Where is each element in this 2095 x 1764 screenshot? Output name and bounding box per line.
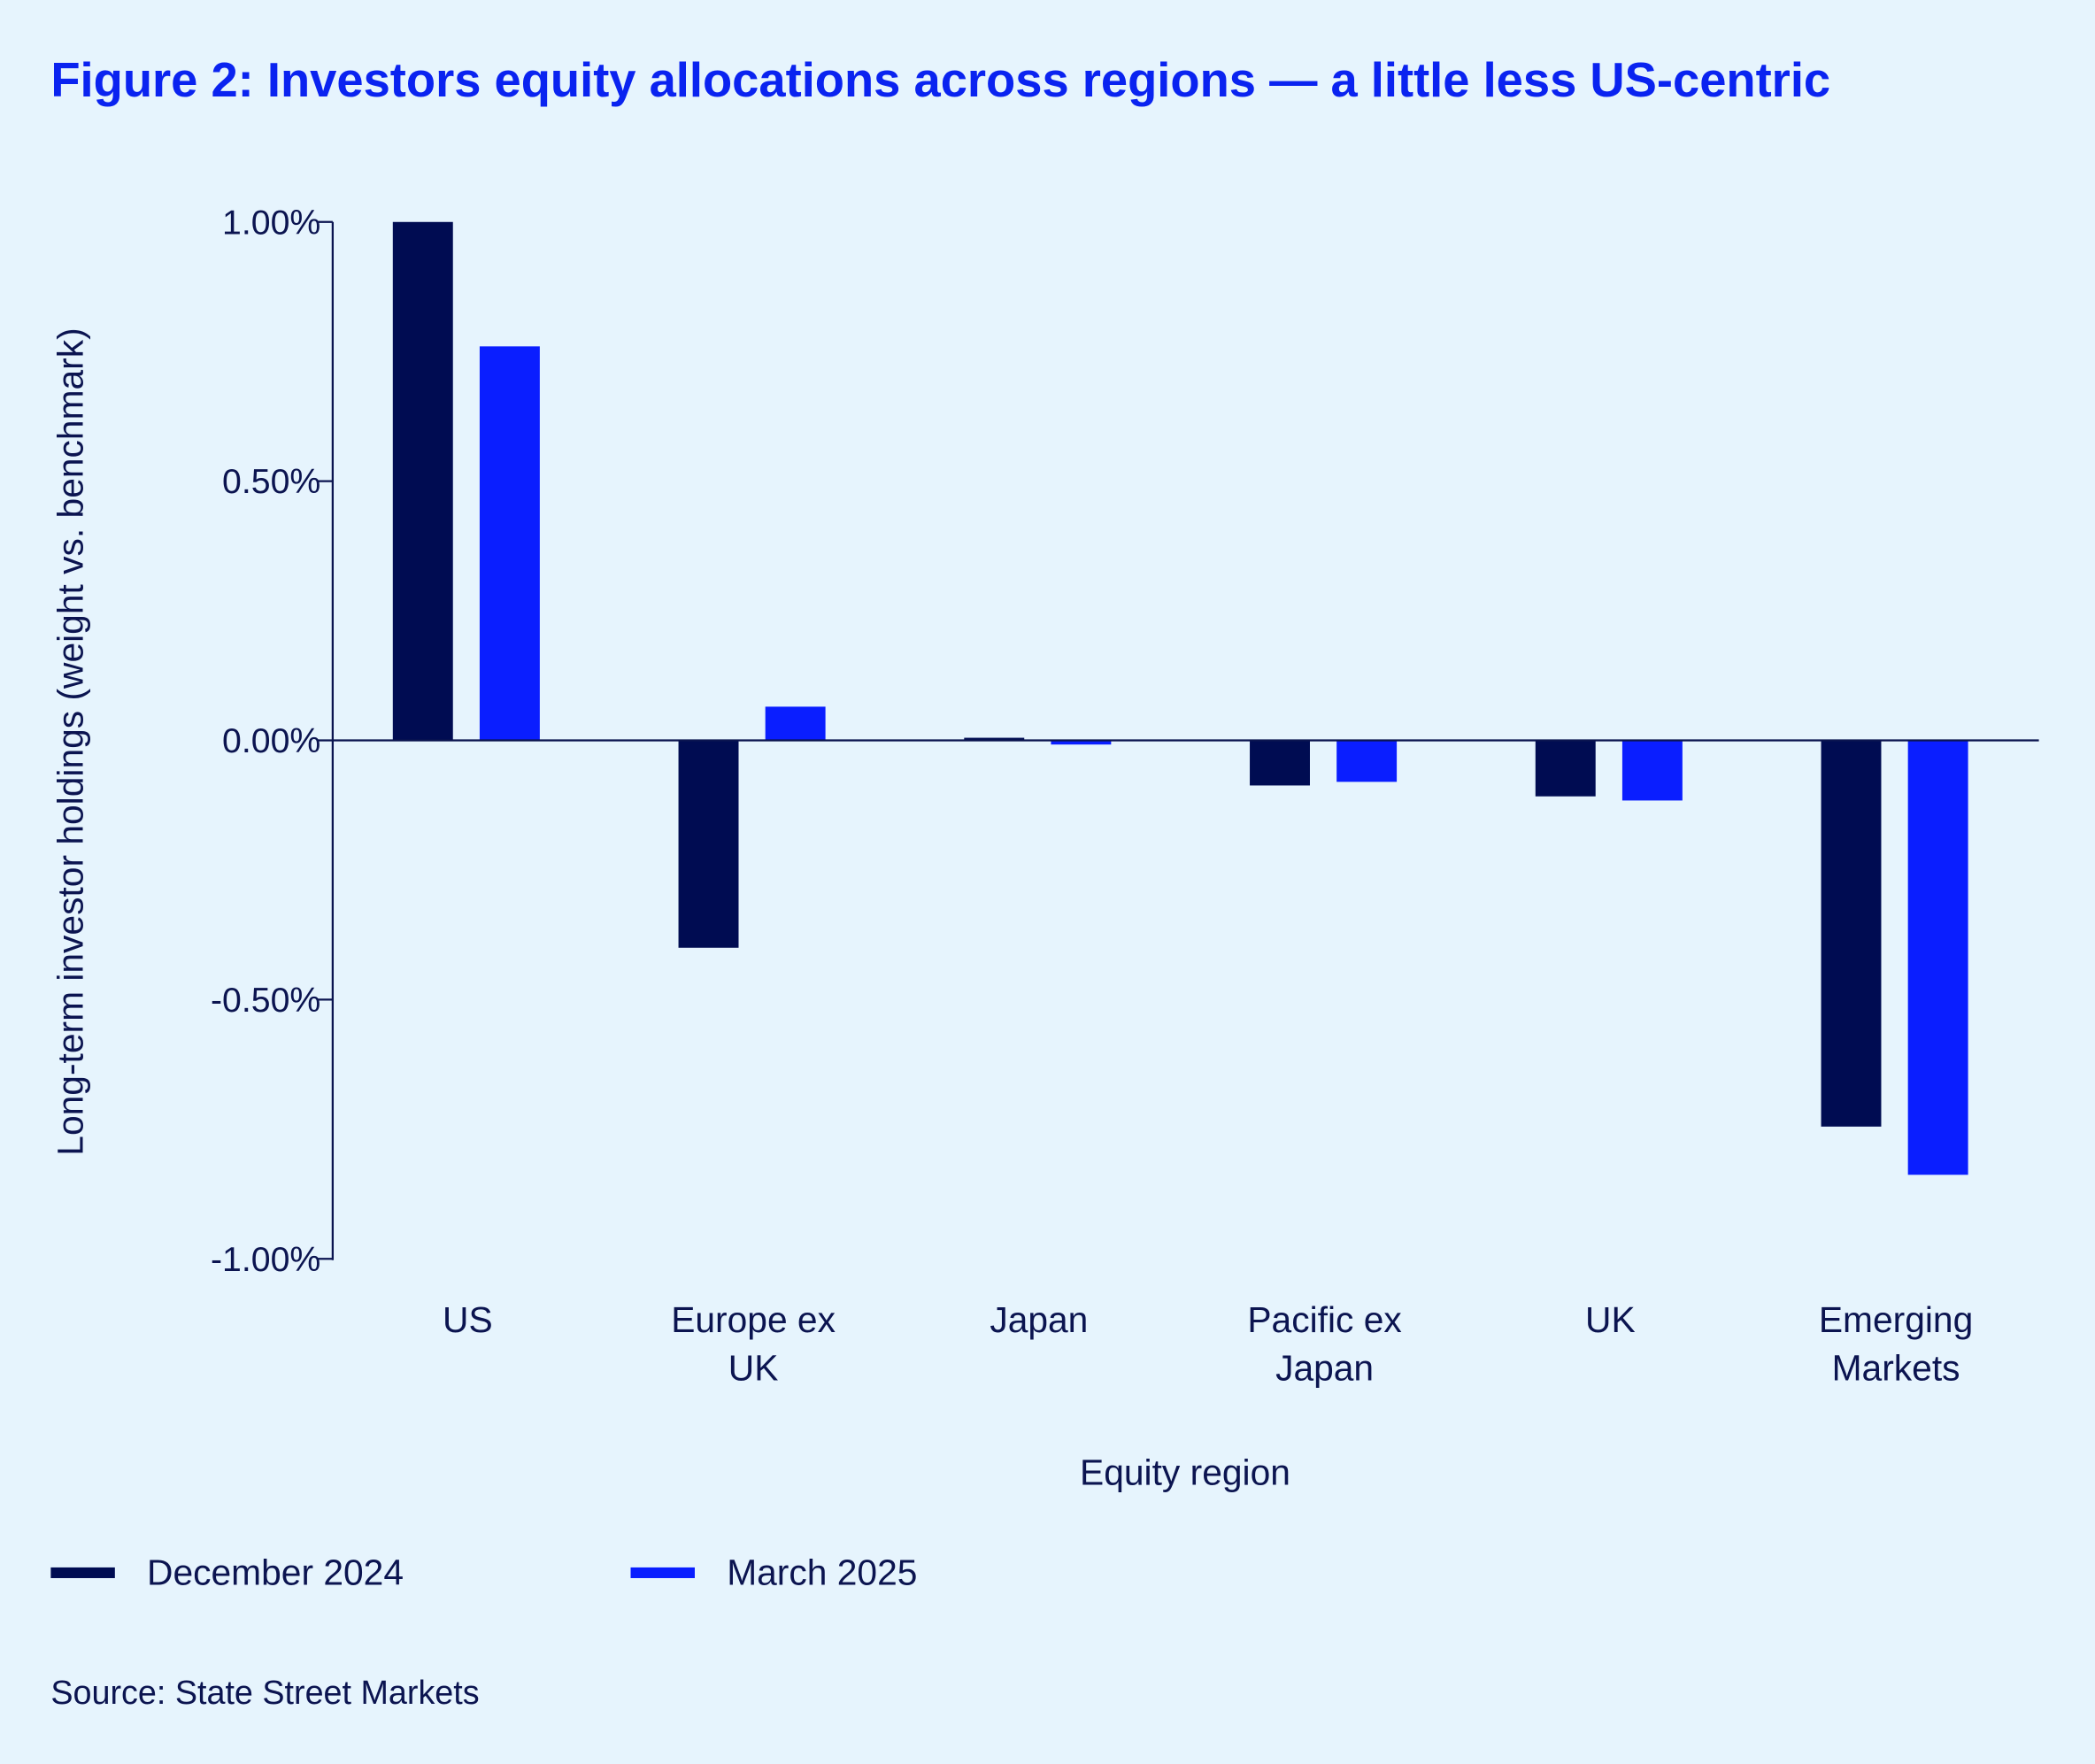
- bar-december-2024: [1535, 740, 1596, 797]
- chart-title: Figure 2: Investors equity allocations a…: [50, 53, 1830, 107]
- bar-december-2024: [392, 221, 453, 741]
- x-tick-label: Pacific ex: [1247, 1299, 1401, 1340]
- x-tick-label: Markets: [1832, 1348, 1960, 1389]
- x-axis-label: Equity region: [1080, 1452, 1290, 1492]
- y-tick-label: 0.00%: [222, 721, 320, 760]
- y-tick-label: -1.00%: [211, 1240, 320, 1279]
- x-tick-label: Emerging: [1819, 1299, 1973, 1340]
- x-tick-label: UK: [728, 1348, 779, 1389]
- source-note: Source: State Street Markets: [50, 1674, 479, 1711]
- x-tick-label: US: [443, 1299, 493, 1340]
- y-tick-label: -0.50%: [211, 981, 320, 1020]
- legend-swatch: [630, 1567, 695, 1578]
- y-axis-label: Long-term investor holdings (weight vs. …: [50, 327, 91, 1155]
- bar-march-2025: [765, 706, 826, 741]
- x-tick-label: Japan: [990, 1299, 1088, 1340]
- legend-swatch: [50, 1567, 115, 1578]
- bar-december-2024: [964, 737, 1025, 741]
- legend-label: December 2024: [147, 1552, 404, 1593]
- bar-march-2025: [479, 346, 540, 741]
- bar-march-2025: [1621, 740, 1683, 801]
- x-tick-label: Japan: [1275, 1348, 1374, 1389]
- bar-december-2024: [678, 740, 739, 948]
- bar-december-2024: [1821, 740, 1882, 1127]
- legend-label: March 2025: [727, 1552, 917, 1593]
- bar-march-2025: [1051, 740, 1112, 745]
- x-tick-label: Europe ex: [671, 1299, 836, 1340]
- y-tick-label: 0.50%: [222, 462, 320, 501]
- y-tick-label: 1.00%: [222, 203, 320, 242]
- x-tick-label: UK: [1585, 1299, 1636, 1340]
- bar-march-2025: [1336, 740, 1398, 782]
- bar-december-2024: [1250, 740, 1310, 786]
- bar-march-2025: [1907, 740, 1968, 1175]
